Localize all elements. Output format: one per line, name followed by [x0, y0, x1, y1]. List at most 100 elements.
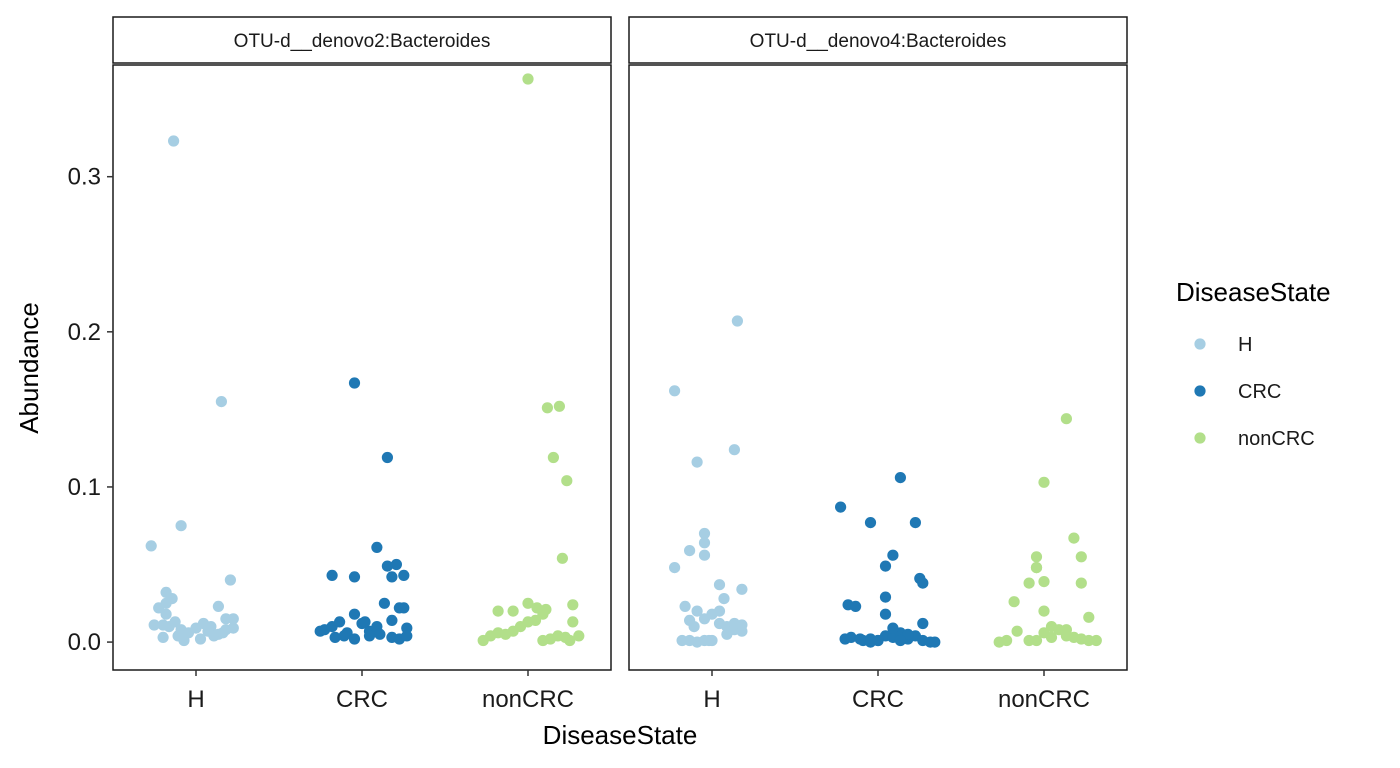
data-point	[537, 634, 549, 647]
data-point	[835, 501, 847, 513]
data-point	[194, 633, 207, 645]
data-point	[564, 634, 576, 647]
data-point	[507, 605, 519, 617]
data-point	[1068, 532, 1080, 544]
data-point	[1011, 625, 1023, 637]
data-point	[378, 597, 390, 609]
data-point	[698, 537, 711, 549]
data-point	[166, 593, 178, 605]
data-point	[338, 630, 350, 642]
data-point	[172, 630, 184, 642]
data-point	[561, 475, 573, 487]
data-point	[1008, 596, 1020, 608]
data-point	[1030, 562, 1043, 574]
y-axis: 0.0 0.1 0.2 0.3	[68, 164, 113, 656]
data-point	[157, 631, 169, 644]
data-point	[718, 593, 730, 605]
data-point	[381, 560, 393, 572]
data-point	[547, 451, 560, 464]
data-point	[854, 633, 866, 645]
data-point	[879, 591, 892, 603]
data-point	[679, 600, 691, 613]
data-point	[917, 617, 929, 630]
data-point	[1060, 624, 1072, 636]
legend-key	[1194, 338, 1206, 350]
data-point	[1075, 551, 1087, 563]
data-point	[492, 605, 504, 617]
data-point	[1023, 577, 1035, 589]
data-point	[386, 614, 398, 627]
data-point	[314, 625, 326, 637]
data-point	[845, 631, 857, 644]
data-point	[217, 627, 229, 639]
x-axis-title: DiseaseState	[543, 720, 698, 750]
facet-strip-label: OTU-d__denovo2:Bacteroides	[234, 31, 491, 52]
data-point	[894, 634, 907, 647]
data-point	[917, 577, 929, 589]
data-point	[326, 569, 338, 582]
data-point	[169, 616, 181, 628]
data-point	[1030, 551, 1043, 563]
data-point	[879, 608, 892, 620]
data-point	[212, 600, 224, 613]
data-point	[348, 608, 361, 620]
data-point	[398, 569, 410, 582]
data-point	[728, 444, 741, 456]
data-point	[688, 621, 700, 633]
data-point	[398, 602, 410, 614]
data-point	[381, 451, 393, 464]
data-point	[1060, 413, 1072, 425]
data-point	[348, 377, 361, 389]
legend-label: CRC	[1238, 381, 1281, 403]
data-point	[374, 628, 386, 640]
data-point	[736, 583, 748, 595]
facet-strip	[112, 16, 612, 64]
data-point	[731, 315, 744, 327]
data-point	[1038, 605, 1050, 617]
data-point	[348, 571, 361, 583]
data-point	[698, 527, 711, 540]
data-point	[531, 602, 543, 614]
data-point	[359, 616, 371, 628]
legend-title: DiseaseState	[1176, 277, 1331, 307]
data-point	[168, 135, 180, 147]
data-point	[721, 628, 733, 640]
data-point	[522, 597, 534, 609]
data-point	[175, 520, 187, 532]
y-tick-label: 0.0	[68, 629, 101, 656]
data-point	[541, 402, 554, 414]
data-point	[887, 622, 899, 634]
data-point	[386, 571, 398, 583]
data-point	[669, 385, 681, 397]
data-point	[698, 549, 711, 561]
data-point	[864, 517, 877, 529]
data-point	[573, 630, 585, 642]
data-point	[145, 540, 157, 552]
data-point	[224, 574, 236, 586]
data-point	[160, 608, 172, 620]
data-point	[691, 605, 703, 617]
data-point	[1038, 576, 1050, 588]
data-point	[567, 599, 579, 611]
data-point	[691, 456, 703, 468]
data-point	[371, 541, 383, 554]
legend-label: nonCRC	[1238, 428, 1315, 450]
data-point	[1030, 634, 1043, 647]
y-tick-label: 0.3	[68, 164, 101, 191]
data-point	[1038, 476, 1050, 488]
data-point	[401, 630, 413, 642]
data-point	[894, 472, 907, 484]
legend: DiseaseState H CRC nonCRC	[1176, 277, 1331, 450]
x-tick-label: CRC	[852, 686, 904, 713]
data-point	[1083, 611, 1095, 623]
data-point	[703, 634, 715, 647]
data-point	[872, 634, 884, 647]
data-point	[567, 616, 579, 628]
x-tick-label: CRC	[336, 686, 388, 713]
facet-panel-1: OTU-d__denovo2:Bacteroides H CRC nonCRC	[112, 16, 612, 713]
data-point	[887, 549, 899, 561]
x-tick-label: nonCRC	[998, 686, 1090, 713]
data-point	[227, 613, 239, 625]
data-point	[556, 552, 569, 564]
x-tick-label: H	[187, 686, 204, 713]
